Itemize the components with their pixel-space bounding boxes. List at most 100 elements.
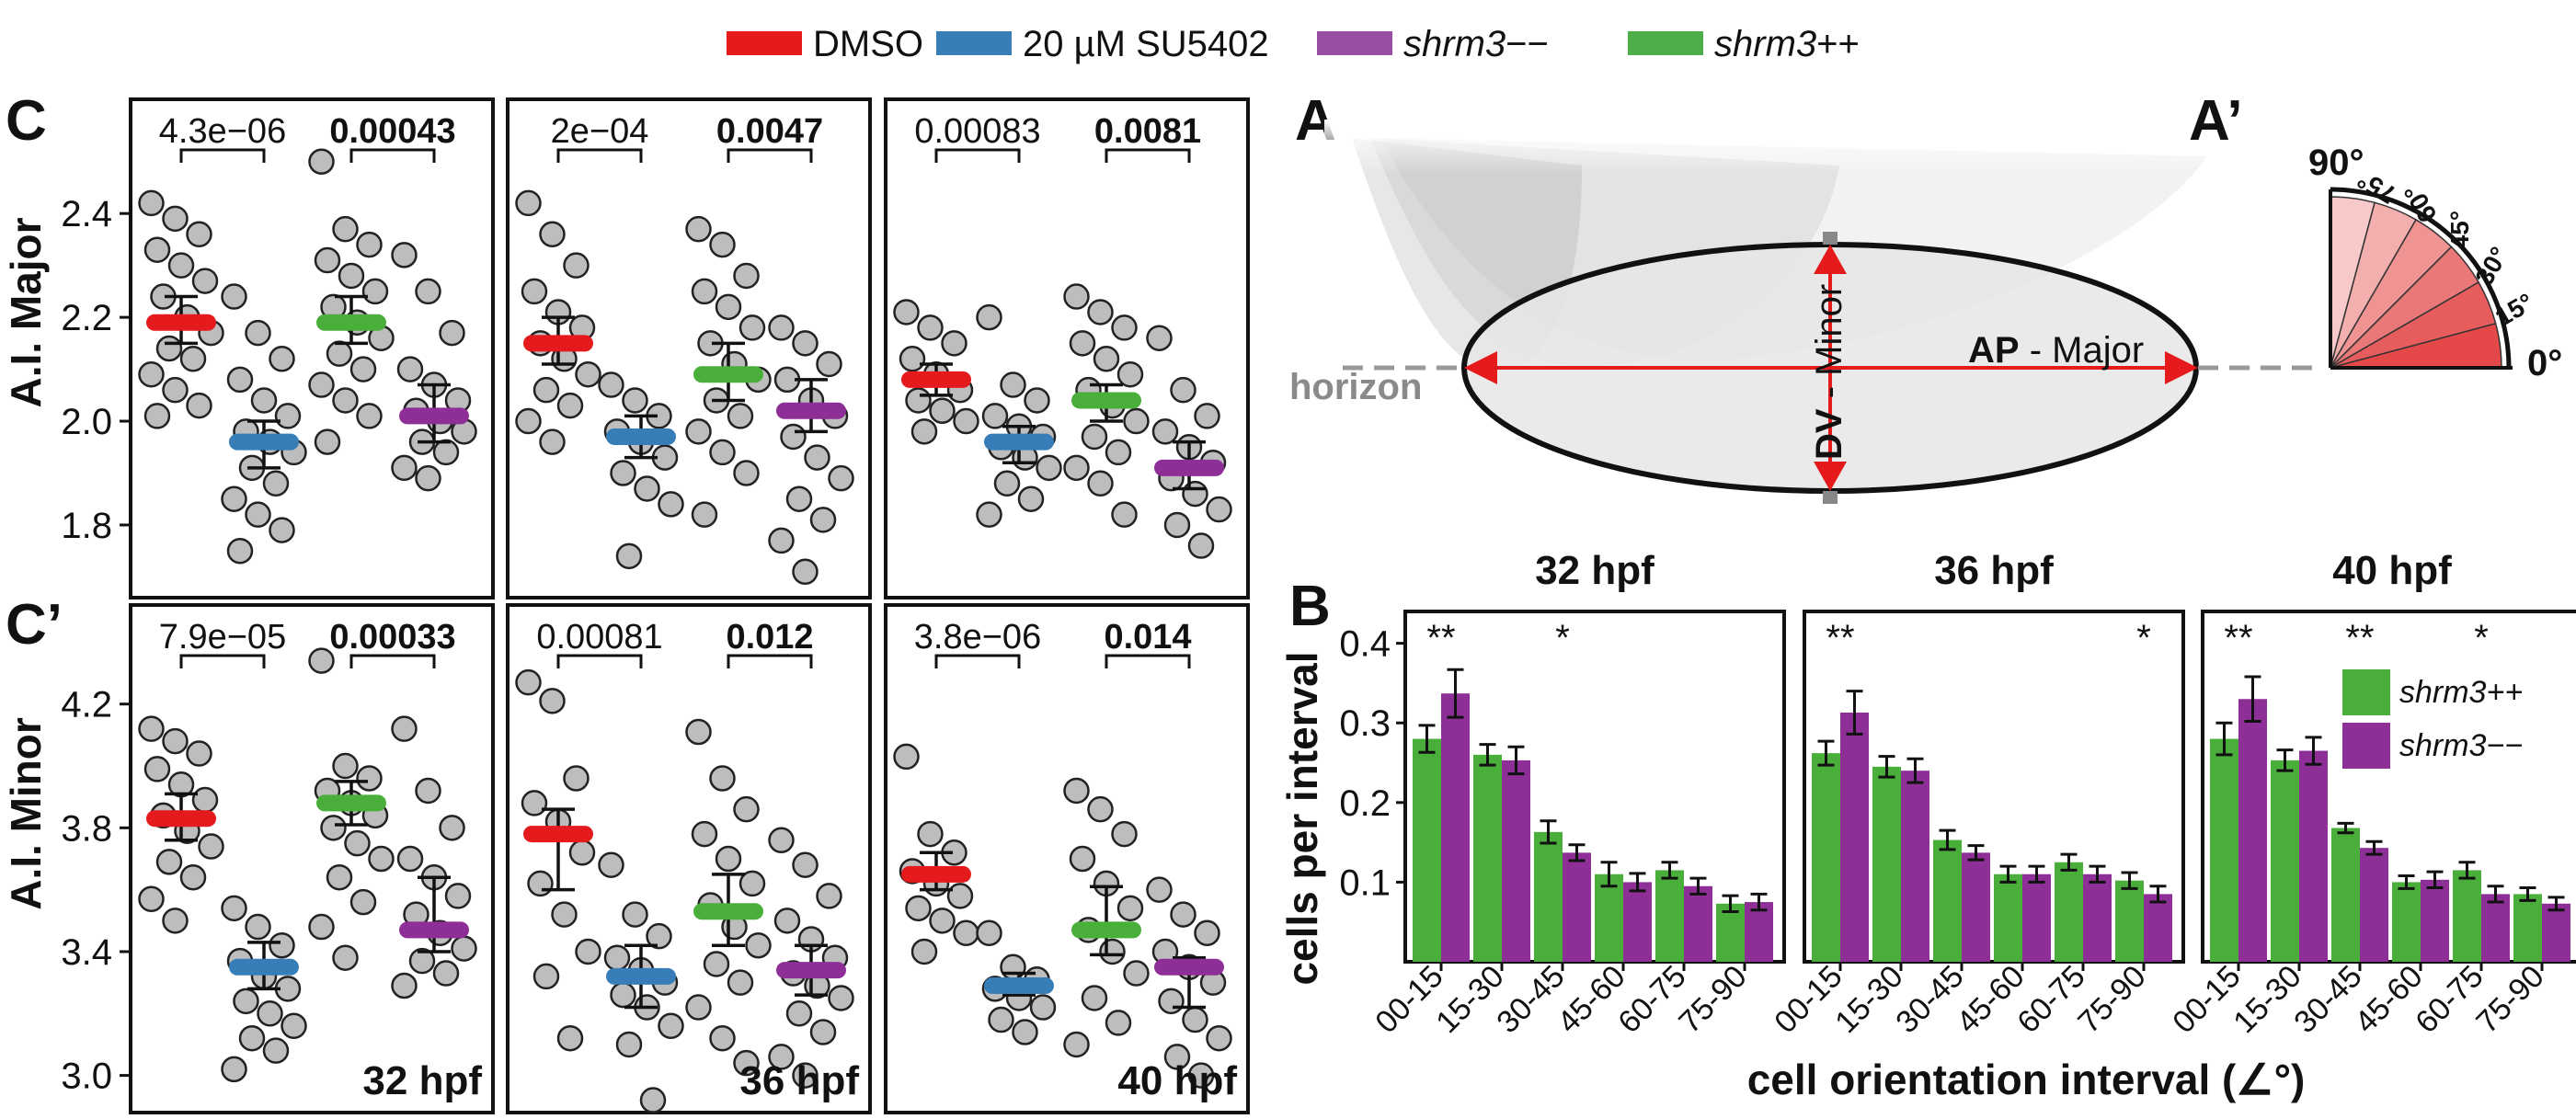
y-tick-label: 1.8 [61, 506, 112, 546]
mean-bar [606, 967, 676, 985]
data-point [308, 647, 335, 674]
data-point [138, 360, 165, 388]
data-point [1069, 845, 1096, 873]
data-point [444, 883, 472, 909]
bar [2271, 759, 2299, 962]
significance-bracket [556, 654, 643, 668]
data-point [1151, 418, 1179, 445]
data-point [1111, 820, 1138, 848]
bar-x-tick-label: 60-75 [2010, 959, 2091, 1040]
data-point [685, 215, 712, 243]
data-point [1116, 895, 1144, 922]
data-point [1000, 371, 1026, 398]
scatter-panels: 1.8 2.0 2.2 2.4 4.3e−06 0.00043 2e−04 0.0047 0.0… [61, 97, 1250, 1114]
bar-x-tick-label: 45-60 [2348, 959, 2429, 1040]
panel-label-a-prime: A’ [2189, 89, 2243, 153]
significance-bracket [179, 654, 266, 668]
significance-bracket [727, 654, 813, 668]
legend-swatch-2 [1317, 31, 1392, 55]
data-point [1206, 496, 1232, 523]
significance-star: * [1555, 618, 1570, 658]
scatter-panel-frame [506, 97, 872, 599]
data-point [1087, 299, 1114, 325]
data-point [792, 558, 819, 586]
bar [2360, 848, 2388, 962]
data-point [1012, 1019, 1038, 1045]
p-value-label: 0.0047 [716, 112, 823, 151]
p-value-label: 0.00043 [329, 112, 455, 151]
mean-bar [1154, 958, 1224, 976]
data-point [269, 517, 295, 543]
data-point [691, 501, 718, 528]
bar-x-tick-label: 75-90 [2071, 959, 2152, 1040]
data-point [1116, 360, 1144, 388]
data-point [439, 319, 465, 347]
data-point [905, 895, 932, 922]
bar-x-tick-label: 75-90 [1672, 959, 1753, 1040]
angle-quadrant: A’ 75°60°45°30°15° 90° 0° [2189, 89, 2562, 383]
p-value-label: 3.8e−06 [914, 618, 1041, 657]
data-point [262, 470, 290, 497]
data-point [1187, 532, 1215, 559]
data-point [167, 252, 195, 279]
data-point [349, 356, 377, 383]
bar-x-tick-label: 30-45 [1490, 959, 1571, 1040]
data-point [1105, 439, 1132, 466]
data-point [715, 293, 742, 321]
data-point [515, 189, 542, 217]
bar [1441, 693, 1470, 962]
bar [1413, 738, 1441, 962]
data-point [556, 1024, 584, 1052]
data-point [639, 1087, 667, 1113]
data-point [910, 938, 938, 965]
data-point [396, 356, 424, 383]
mean-bar [316, 314, 386, 331]
bar [1994, 874, 2022, 962]
top-legend: DMSO 20 µM SU5402 shrm3−− shrm3++ [727, 24, 1860, 64]
bar [2144, 894, 2172, 962]
data-point [785, 1000, 813, 1027]
data-point [615, 1031, 643, 1058]
data-point [563, 252, 590, 279]
angle-tick-label: 45° [2445, 211, 2474, 249]
data-point [563, 765, 590, 792]
data-point [603, 944, 631, 971]
bar-x-axis-label: cell orientation interval (∠°) [1747, 1056, 2306, 1103]
p-value-label: 7.9e−05 [159, 618, 286, 657]
data-point [356, 765, 383, 792]
y-axis-label-major: A.I. Major [2, 217, 50, 407]
bar-x-tick-label: 45-60 [1950, 959, 2031, 1040]
legend-label-suffix-2: −− [1506, 24, 1549, 64]
data-point [953, 919, 979, 947]
data-point [745, 931, 772, 959]
data-point [792, 851, 819, 878]
data-point [326, 340, 353, 367]
data-point [262, 1037, 290, 1064]
data-point [976, 919, 1002, 947]
data-point [439, 815, 465, 841]
bar-legend-label: shrm3−− [2399, 728, 2523, 763]
p-value-label: 4.3e−06 [159, 112, 286, 151]
bar-legend-swatch [2342, 723, 2390, 769]
mean-bar [1154, 459, 1224, 476]
mean-bar [523, 826, 593, 843]
data-point [946, 883, 974, 909]
significance-star: ** [2224, 618, 2252, 658]
bar-x-tick-label: 75-90 [2469, 959, 2550, 1040]
data-point [432, 439, 460, 466]
data-point [1123, 960, 1150, 987]
data-point [816, 883, 842, 909]
bar [1623, 882, 1652, 962]
bar-y-tick-label: 0.2 [1339, 783, 1391, 824]
y-axis-label-minor: A.I. Minor [2, 717, 50, 910]
bar [2022, 874, 2051, 962]
data-point [941, 330, 967, 357]
bar [1745, 902, 1773, 962]
scatter-panel-frame [884, 603, 1250, 1114]
data-point [269, 931, 295, 959]
data-point [521, 278, 548, 305]
data-point [143, 756, 171, 782]
significance-star: * [2474, 618, 2489, 658]
data-point [893, 299, 920, 325]
